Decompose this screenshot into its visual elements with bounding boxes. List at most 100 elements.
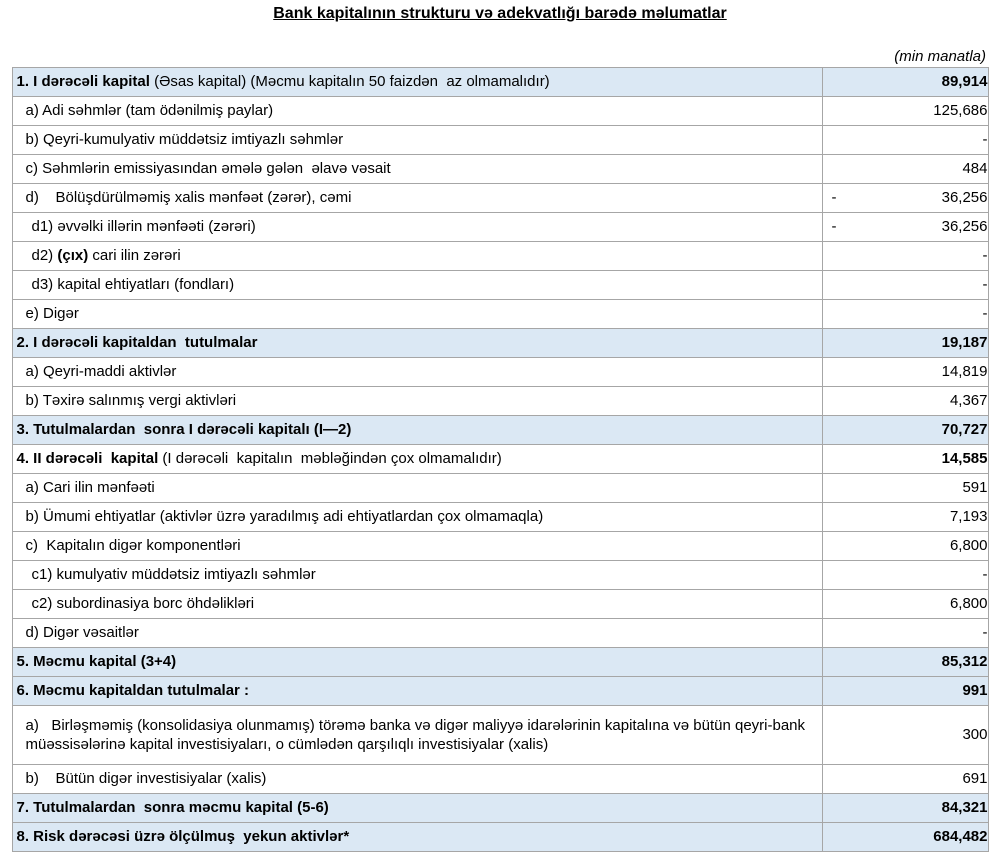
row-value: 591 bbox=[962, 479, 988, 496]
row-label: 1. I dərəcəli kapital (Əsas kapital) (Mə… bbox=[11, 67, 823, 97]
row-value-cell: 89,914 bbox=[821, 67, 989, 97]
table-row: 1. I dərəcəli kapital (Əsas kapital) (Mə… bbox=[11, 67, 989, 97]
row-value-cell: 14,585 bbox=[821, 444, 989, 474]
row-value: - bbox=[982, 131, 988, 148]
row-value: 991 bbox=[962, 682, 988, 699]
row-label-segment: (I dərəcəli kapitalın məbləğindən çox ol… bbox=[162, 450, 502, 467]
row-label-segment: d3) kapital ehtiyatları (fondları) bbox=[31, 276, 235, 293]
row-value: 14,819 bbox=[941, 363, 988, 380]
row-label-segment: a) Qeyri-maddi aktivlər bbox=[25, 363, 177, 380]
row-value: - bbox=[982, 566, 988, 583]
row-label-segment: d1) əvvəlki illərin mənfəəti (zərəri) bbox=[31, 218, 256, 235]
table-row: d1) əvvəlki illərin mənfəəti (zərəri) - 36… bbox=[11, 212, 989, 242]
row-label: a) Cari ilin mənfəəti bbox=[11, 473, 823, 503]
row-label-segment: 2. I dərəcəli kapitaldan tutulmalar bbox=[16, 334, 258, 351]
row-label: b) Bütün digər investisiyalar (xalis) bbox=[11, 764, 823, 794]
row-value-cell: - bbox=[821, 560, 989, 590]
row-label: d1) əvvəlki illərin mənfəəti (zərəri) bbox=[11, 212, 823, 242]
row-label-segment: 5. Məcmu kapital (3+4) bbox=[16, 653, 177, 670]
row-value-cell: 7,193 bbox=[821, 502, 989, 532]
row-label: a) Birləşməmiş (konsolidasiya olunmamış)… bbox=[11, 705, 823, 765]
row-label: a) Qeyri-maddi aktivlər bbox=[11, 357, 823, 387]
row-label-segment: d) Digər vəsaitlər bbox=[25, 624, 139, 641]
table-row: c1) kumulyativ müddətsiz imtiyazlı səhml… bbox=[11, 560, 989, 590]
row-value: 684,482 bbox=[933, 828, 988, 845]
table-row: b) Qeyri-kumulyativ müddətsiz imtiyazlı … bbox=[11, 125, 989, 155]
row-value-cell: - bbox=[821, 299, 989, 329]
row-value: - bbox=[982, 305, 988, 322]
row-value-cell: 300 bbox=[821, 705, 989, 765]
row-label: 3. Tutulmalardan sonra I dərəcəli kapita… bbox=[11, 415, 823, 445]
row-label: b) Qeyri-kumulyativ müddətsiz imtiyazlı … bbox=[11, 125, 823, 155]
row-label: d) Bölüşdürülməmiş xalis mənfəət (zərər)… bbox=[11, 183, 823, 213]
row-label: 6. Məcmu kapitaldan tutulmalar : bbox=[11, 676, 823, 706]
row-label-segment: 3. Tutulmalardan sonra I dərəcəli kapita… bbox=[16, 421, 352, 438]
row-label-segment: c) Səhmlərin emissiyasından əmələ gələn … bbox=[25, 160, 391, 177]
table-row: c) Səhmlərin emissiyasından əmələ gələn … bbox=[11, 154, 989, 184]
table-row: a) Adi səhmlər (tam ödənilmiş paylar) 125… bbox=[11, 96, 989, 126]
table-row: d2) (çıx) cari ilin zərəri - bbox=[11, 241, 989, 271]
row-value-cell: 6,800 bbox=[821, 589, 989, 619]
row-label-segment: 8. Risk dərəcəsi üzrə ölçülmuş yekun akt… bbox=[16, 828, 350, 845]
row-value: 85,312 bbox=[941, 653, 988, 670]
row-label-segment: 4. II dərəcəli kapital bbox=[16, 450, 163, 467]
row-label: d) Digər vəsaitlər bbox=[11, 618, 823, 648]
row-label: 5. Məcmu kapital (3+4) bbox=[11, 647, 823, 677]
row-value: 89,914 bbox=[941, 73, 988, 90]
row-value: 6,800 bbox=[949, 595, 988, 612]
row-label-segment: e) Digər bbox=[25, 305, 79, 322]
row-value: 6,800 bbox=[949, 537, 988, 554]
negative-sign: - bbox=[831, 189, 837, 206]
row-value: 4,367 bbox=[949, 392, 988, 409]
row-label-segment: cari ilin zərəri bbox=[88, 247, 181, 264]
capital-table-body: 1. I dərəcəli kapital (Əsas kapital) (Mə… bbox=[11, 67, 989, 852]
row-label: 7. Tutulmalardan sonra məcmu kapital (5-… bbox=[11, 793, 823, 823]
table-row: e) Digər - bbox=[11, 299, 989, 329]
row-value-cell: 591 bbox=[821, 473, 989, 503]
row-label: c2) subordinasiya borc öhdəlikləri bbox=[11, 589, 823, 619]
row-label: 2. I dərəcəli kapitaldan tutulmalar bbox=[11, 328, 823, 358]
row-value: 70,727 bbox=[941, 421, 988, 438]
row-value: - bbox=[982, 624, 988, 641]
row-label-segment: a) Adi səhmlər (tam ödənilmiş paylar) bbox=[25, 102, 274, 119]
row-label: 4. II dərəcəli kapital (I dərəcəli kapit… bbox=[11, 444, 823, 474]
row-label-segment: d) Bölüşdürülməmiş xalis mənfəət (zərər)… bbox=[25, 189, 352, 206]
row-value-cell: 991 bbox=[821, 676, 989, 706]
table-row: 2. I dərəcəli kapitaldan tutulmalar 19,18… bbox=[11, 328, 989, 358]
table-row: c2) subordinasiya borc öhdəlikləri 6,800 bbox=[11, 589, 989, 619]
row-value-cell: 484 bbox=[821, 154, 989, 184]
row-value-cell: 684,482 bbox=[821, 822, 989, 852]
row-value-cell: 70,727 bbox=[821, 415, 989, 445]
unit-note: (min manatla) bbox=[894, 48, 986, 65]
row-label-segment: a) Cari ilin mənfəəti bbox=[25, 479, 155, 496]
table-row: 7. Tutulmalardan sonra məcmu kapital (5-… bbox=[11, 793, 989, 823]
row-value: 484 bbox=[962, 160, 988, 177]
table-row: d) Digər vəsaitlər - bbox=[11, 618, 989, 648]
table-row: b) Təxirə salınmış vergi aktivləri 4,367 bbox=[11, 386, 989, 416]
row-label: d3) kapital ehtiyatları (fondları) bbox=[11, 270, 823, 300]
row-value-cell: - bbox=[821, 270, 989, 300]
row-value: - bbox=[982, 247, 988, 264]
capital-structure-table: 1. I dərəcəli kapital (Əsas kapital) (Mə… bbox=[11, 67, 989, 852]
row-value-cell: - 36,256 bbox=[821, 212, 989, 242]
row-label: c1) kumulyativ müddətsiz imtiyazlı səhml… bbox=[11, 560, 823, 590]
row-label-segment: c2) subordinasiya borc öhdəlikləri bbox=[31, 595, 255, 612]
table-row: d3) kapital ehtiyatları (fondları) - bbox=[11, 270, 989, 300]
row-value: 19,187 bbox=[941, 334, 988, 351]
row-value-cell: - bbox=[821, 125, 989, 155]
row-label-segment: 7. Tutulmalardan sonra məcmu kapital (5-… bbox=[16, 799, 329, 816]
row-value-cell: - bbox=[821, 618, 989, 648]
row-value: 125,686 bbox=[933, 102, 988, 119]
row-label: c) Səhmlərin emissiyasından əmələ gələn … bbox=[11, 154, 823, 184]
row-label: b) Ümumi ehtiyatlar (aktivlər üzrə yarad… bbox=[11, 502, 823, 532]
table-row: 3. Tutulmalardan sonra I dərəcəli kapita… bbox=[11, 415, 989, 445]
table-row: a) Qeyri-maddi aktivlər 14,819 bbox=[11, 357, 989, 387]
row-label: a) Adi səhmlər (tam ödənilmiş paylar) bbox=[11, 96, 823, 126]
row-value-cell: 6,800 bbox=[821, 531, 989, 561]
table-row: d) Bölüşdürülməmiş xalis mənfəət (zərər)… bbox=[11, 183, 989, 213]
row-value-cell: 4,367 bbox=[821, 386, 989, 416]
page-title: Bank kapitalının strukturu və adekvatlığ… bbox=[273, 5, 727, 22]
row-value-cell: - bbox=[821, 241, 989, 271]
row-label-segment: b) Qeyri-kumulyativ müddətsiz imtiyazlı … bbox=[25, 131, 344, 148]
row-value-cell: 84,321 bbox=[821, 793, 989, 823]
